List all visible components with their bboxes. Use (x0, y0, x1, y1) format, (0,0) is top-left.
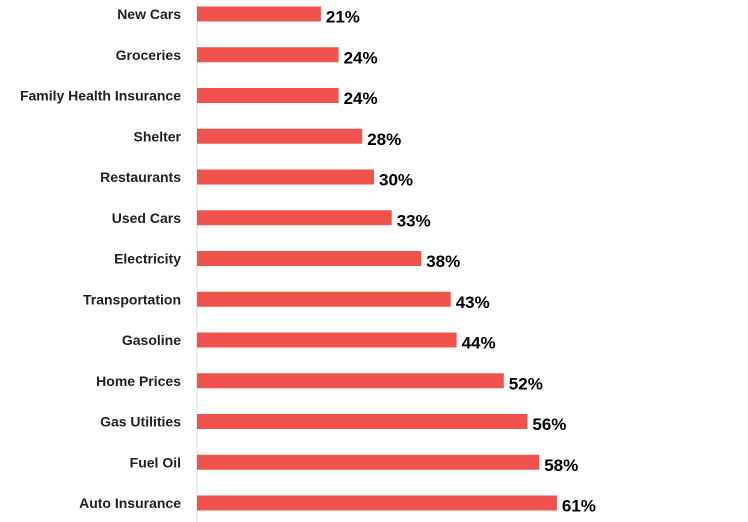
value-label-shelter: 28% (367, 130, 401, 149)
value-label-transportation: 43% (456, 293, 490, 312)
bar-auto-insurance (197, 495, 557, 511)
bar-home-prices (197, 373, 504, 389)
value-label-new-cars: 21% (326, 8, 360, 27)
value-label-restaurants: 30% (379, 171, 413, 190)
bars (197, 6, 557, 511)
value-label-family-health-insurance: 24% (344, 89, 378, 108)
value-label-electricity: 38% (426, 252, 460, 271)
bar-gas-utilities (197, 414, 528, 429)
category-label-shelter: Shelter (134, 128, 182, 144)
value-label-auto-insurance: 61% (562, 497, 596, 516)
category-label-restaurants: Restaurants (100, 169, 181, 185)
value-label-home-prices: 52% (509, 374, 543, 393)
category-label-used-cars: Used Cars (112, 210, 181, 226)
bar-electricity (197, 251, 422, 266)
category-label-electricity: Electricity (114, 251, 181, 267)
bar-used-cars (197, 210, 392, 226)
category-label-groceries: Groceries (116, 47, 182, 63)
bar-gasoline (197, 332, 457, 348)
value-label-used-cars: 33% (397, 211, 431, 230)
category-label-transportation: Transportation (83, 291, 181, 307)
category-label-auto-insurance: Auto Insurance (79, 495, 181, 511)
value-labels: 21% 24% 24% 28% 30% 33% 38% 43% 44% 52% 56% 58% 61% (326, 8, 596, 516)
value-label-gasoline: 44% (462, 334, 496, 353)
category-label-gasoline: Gasoline (122, 332, 181, 348)
value-label-fuel-oil: 58% (544, 456, 578, 475)
category-label-gas-utilities: Gas Utilities (100, 414, 181, 430)
bar-family-health-insurance (197, 88, 339, 103)
bar-groceries (197, 47, 339, 63)
bar-shelter (197, 128, 363, 144)
category-label-home-prices: Home Prices (96, 373, 181, 389)
category-label-fuel-oil: Fuel Oil (130, 454, 181, 470)
category-label-new-cars: New Cars (117, 6, 181, 22)
bar-fuel-oil (197, 454, 540, 470)
bar-restaurants (197, 169, 374, 185)
value-label-groceries: 24% (344, 48, 378, 67)
category-labels: New Cars Groceries Family Health Insurance… (20, 6, 182, 511)
bar-new-cars (197, 6, 321, 22)
category-label-family-health-insurance: Family Health Insurance (20, 88, 181, 104)
bar-transportation (197, 291, 451, 307)
value-label-gas-utilities: 56% (532, 415, 566, 434)
